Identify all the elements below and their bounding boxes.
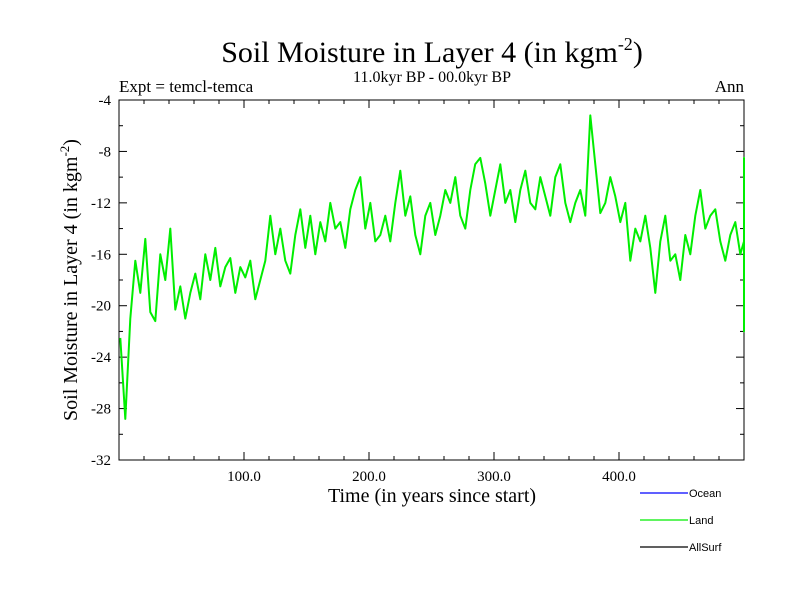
x-tick-label: 300.0 (477, 469, 511, 485)
y-axis-label-superscript: -2 (57, 146, 72, 157)
chart-title: Soil Moisture in Layer 4 (in kgm-2) (221, 34, 643, 69)
expt-label: Expt = temcl-temca (119, 77, 254, 96)
legend-label-land: Land (689, 515, 713, 527)
legend-label-ocean: Ocean (689, 488, 721, 500)
y-tick-label: -28 (91, 402, 111, 418)
y-axis-label: Soil Moisture in Layer 4 (in kgm-2) (57, 139, 82, 421)
y-tick-label: -12 (91, 196, 111, 212)
chart-title-close: ) (633, 36, 643, 69)
chart-subtitle: 11.0kyr BP - 00.0kyr BP (353, 69, 511, 86)
y-tick-label: -32 (91, 453, 111, 469)
legend-label-allsurf: AllSurf (689, 542, 722, 554)
y-tick-label: -24 (91, 350, 111, 366)
y-tick-labels: -4 -8 -12 -16 -20 -24 -28 -32 (91, 93, 111, 469)
y-tick-label: -16 (91, 247, 111, 263)
x-tick-label: 100.0 (227, 469, 261, 485)
season-label: Ann (715, 77, 745, 96)
y-axis-label-main: Soil Moisture in Layer 4 (in kgm (60, 156, 82, 421)
x-tick-label: 400.0 (602, 469, 636, 485)
x-tick-label: 200.0 (352, 469, 386, 485)
chart-title-main: Soil Moisture in Layer 4 (in kgm (221, 36, 618, 69)
y-tick-label: -20 (91, 299, 111, 315)
legend: Ocean Land AllSurf (640, 488, 722, 554)
y-tick-label: -8 (99, 144, 112, 160)
x-tick-labels: 100.0 200.0 300.0 400.0 (227, 469, 636, 485)
series-line-land (119, 114, 745, 420)
x-axis-label: Time (in years since start) (328, 485, 536, 507)
y-axis-label-close: ) (60, 139, 82, 146)
axis-ticks (119, 100, 744, 460)
y-tick-label: -4 (99, 93, 112, 109)
chart-title-superscript: -2 (618, 34, 633, 54)
plot-frame (118, 99, 745, 461)
